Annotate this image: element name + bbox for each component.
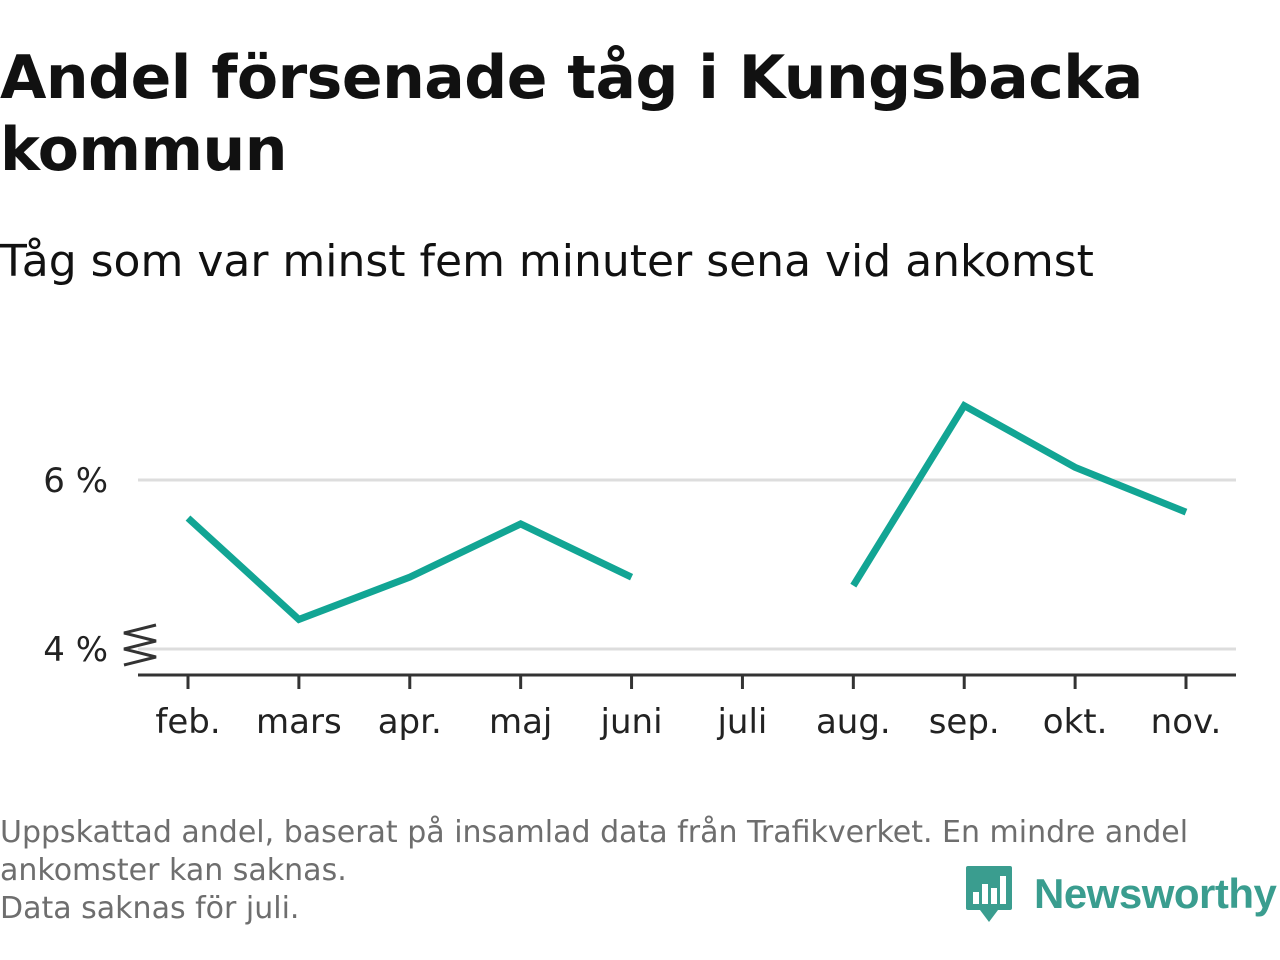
y-tick-label: 4 %: [43, 630, 108, 670]
x-tick-label: nov.: [1151, 702, 1222, 742]
footnote-line-3: Data saknas för juli.: [0, 891, 300, 926]
x-tick-label: aug.: [816, 702, 891, 742]
y-axis-break-icon: [123, 623, 157, 667]
chart-title: Andel försenade tåg i Kungsbacka kommun: [0, 43, 1143, 185]
x-tick-label: okt.: [1043, 702, 1108, 742]
bar-chart-speech-bubble-icon: [966, 866, 1012, 922]
x-tick-label: maj: [489, 702, 552, 742]
footnote-line-1: Uppskattad andel, baserat på insamlad da…: [0, 815, 1189, 850]
series-line-segment: [185, 515, 634, 624]
chart-subtitle: Tåg som var minst fem minuter sena vid a…: [0, 236, 1094, 287]
x-axis-ticks: feb. mars apr. maj juni juli aug. sep. okt. nov.: [155, 675, 1221, 742]
series-layer: [185, 400, 1188, 624]
logo-text: Newsworthy: [1034, 870, 1277, 917]
series-line-segment: [850, 400, 1188, 588]
y-axis-labels: 4 % 6 %: [43, 461, 108, 670]
newsworthy-logo: Newsworthy: [964, 862, 1277, 926]
x-tick-label: juni: [600, 702, 663, 742]
footnote-line-2: ankomster kan saknas.: [0, 853, 347, 888]
y-tick-label: 6 %: [43, 461, 108, 501]
x-tick-label: mars: [256, 702, 342, 742]
x-tick-label: feb.: [155, 702, 220, 742]
grid-layer: [138, 478, 1236, 651]
x-tick-label: sep.: [929, 702, 1000, 742]
x-tick-label: apr.: [378, 702, 442, 742]
line-chart: 4 % 6 % feb. mars apr. maj juni juli aug. sep. ok…: [43, 400, 1236, 742]
x-tick-label: juli: [716, 702, 767, 742]
footnote: Uppskattad andel, baserat på insamlad da…: [0, 814, 1270, 928]
